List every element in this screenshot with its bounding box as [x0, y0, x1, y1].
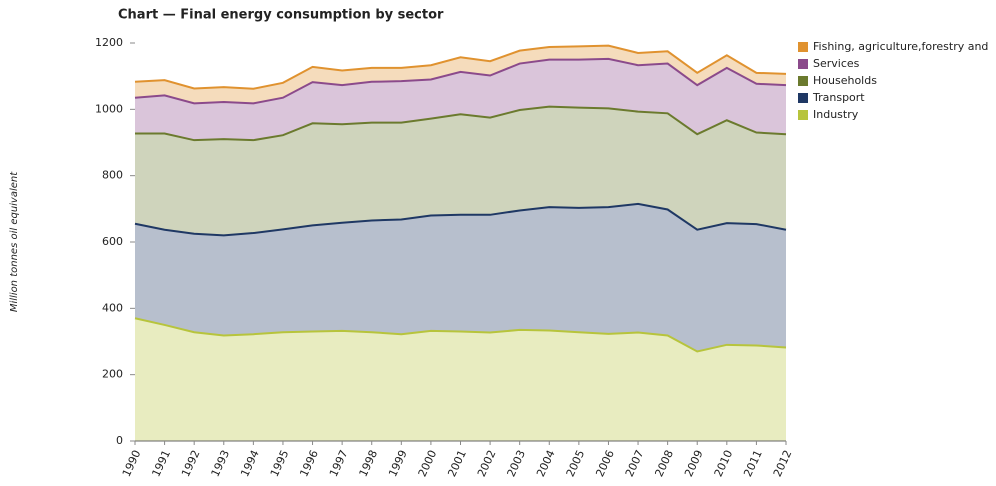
area-line [135, 105, 787, 142]
legend-label: Households [813, 74, 877, 87]
legend-swatch [798, 42, 808, 52]
area-line [134, 57, 787, 105]
x-tick-label: 1992 [179, 448, 203, 479]
x-tick-label: 2012 [771, 448, 795, 479]
legend-swatch [798, 93, 808, 103]
x-tick-label: 2003 [505, 448, 529, 479]
x-tick-label: 1996 [297, 448, 321, 479]
x-tick-label: 1991 [149, 448, 173, 479]
area-fill [135, 318, 786, 441]
y-tick-label: 600 [102, 235, 123, 248]
y-tick-label: 200 [102, 368, 123, 381]
x-tick-label: 1999 [386, 448, 410, 479]
y-tick-label: 400 [102, 301, 123, 314]
x-tick-label: 2011 [741, 448, 765, 479]
x-tick-label: 1990 [120, 448, 144, 479]
x-tick-label: 2005 [564, 448, 588, 479]
x-tick-label: 2004 [534, 448, 558, 479]
x-tick-label: 2001 [445, 448, 469, 479]
x-tick-label: 2010 [712, 448, 736, 479]
legend-swatch [798, 76, 808, 86]
y-axis-label: Million tonnes oil equivalent [9, 171, 20, 312]
chart-title: Chart — Final energy consumption by sect… [118, 8, 444, 23]
y-tick-label: 0 [116, 434, 123, 447]
x-tick-label: 2002 [475, 448, 499, 479]
x-tick-label: 1994 [238, 448, 262, 479]
area-fill [135, 203, 786, 352]
y-tick-label: 800 [102, 169, 123, 182]
x-tick-label: 1997 [327, 448, 351, 479]
x-tick-label: 1998 [357, 448, 381, 479]
y-tick-label: 1000 [95, 102, 123, 115]
legend-label: Transport [812, 91, 865, 104]
x-tick-label: 2009 [682, 448, 706, 479]
legend-label: Fishing, agriculture,forestry and [813, 40, 988, 53]
legend-swatch [798, 110, 808, 120]
y-tick-label: 1200 [95, 36, 123, 49]
legend-swatch [798, 59, 808, 69]
x-tick-label: 1993 [209, 448, 233, 479]
x-tick-label: 2000 [416, 448, 440, 479]
x-tick-label: 2008 [652, 448, 676, 479]
legend-label: Services [813, 57, 860, 70]
x-tick-label: 2007 [623, 448, 647, 479]
x-tick-label: 2006 [593, 448, 617, 479]
x-tick-label: 1995 [268, 448, 292, 479]
area-line [134, 44, 787, 90]
area-fill [135, 58, 786, 141]
area-fill [135, 106, 786, 236]
legend-label: Industry [813, 108, 859, 121]
area-line [134, 317, 787, 353]
area-line [134, 202, 787, 237]
